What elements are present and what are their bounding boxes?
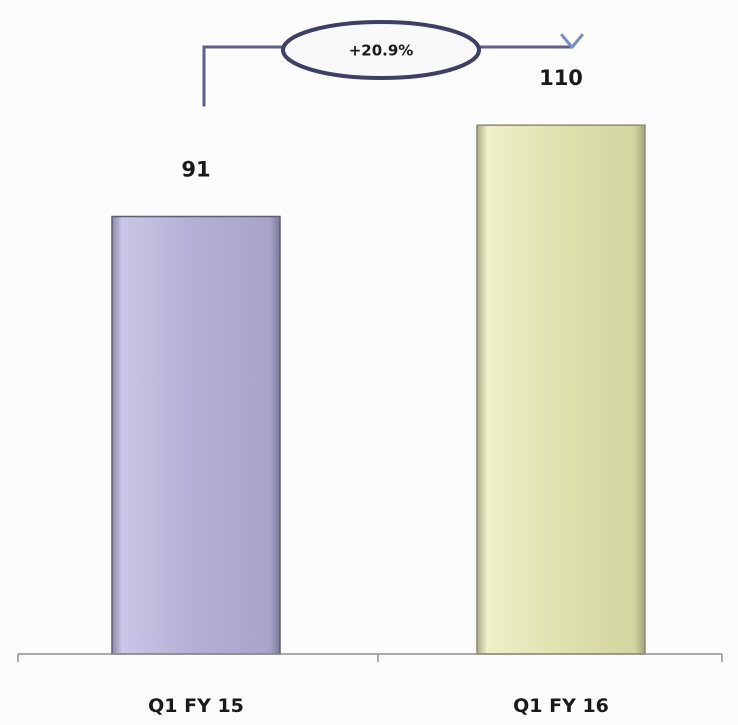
growth-connector-line: [202, 45, 283, 107]
category-label: Q1 FY 15: [148, 695, 244, 717]
arrow-down-icon: [560, 33, 584, 49]
growth-percentage-label: +20.9%: [349, 42, 414, 60]
bar-value-label: 91: [181, 158, 210, 182]
bar-q1-fy-16: [476, 124, 646, 655]
bar-value-label: 110: [539, 66, 583, 90]
category-label: Q1 FY 16: [513, 695, 609, 717]
growth-annotation: +20.9%: [202, 20, 584, 107]
bar-q1-fy-15: [111, 215, 281, 655]
growth-oval: [281, 20, 481, 80]
